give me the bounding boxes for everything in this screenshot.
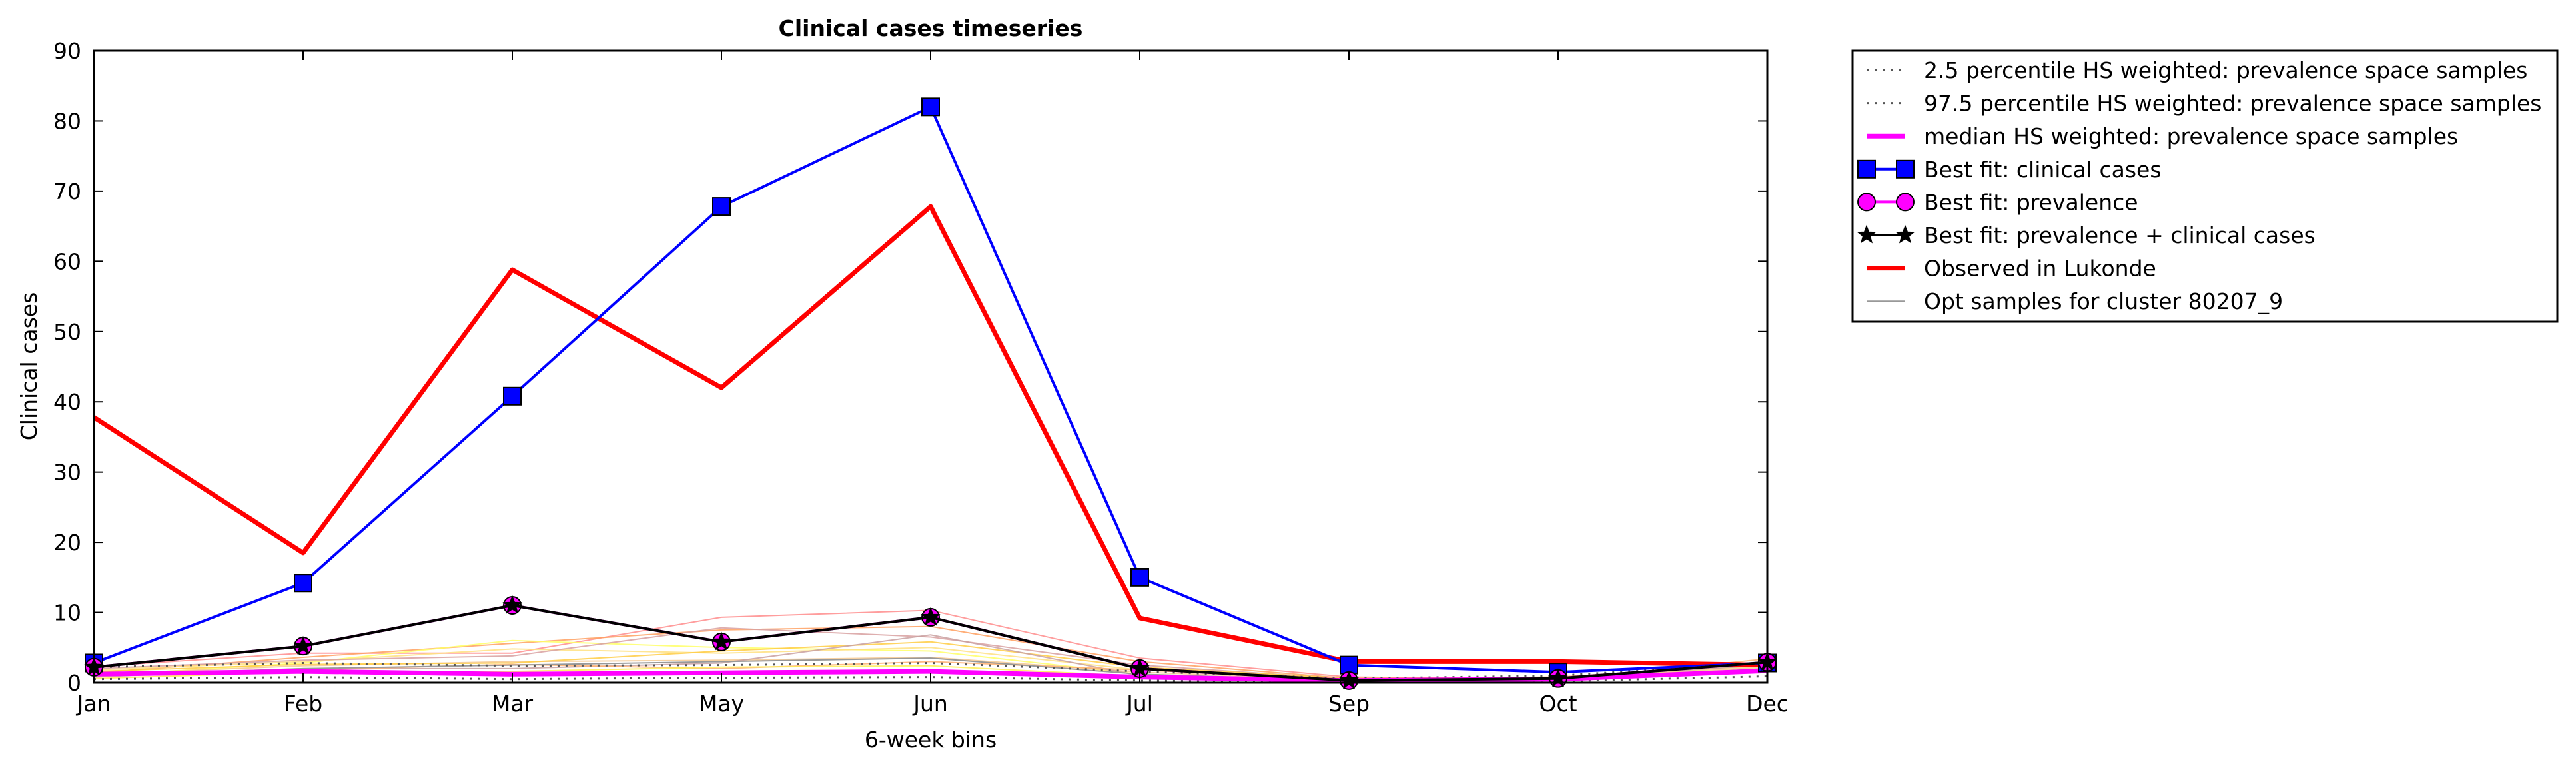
x-tick-label: Sep <box>1328 691 1370 717</box>
legend-entry-median-hs-weighted-prevalence-space-samples: median HS weighted: prevalence space sam… <box>1867 123 2458 149</box>
y-tick-label: 20 <box>53 530 81 556</box>
y-tick-label: 0 <box>67 670 81 696</box>
legend-label: Best fit: prevalence + clinical cases <box>1924 222 2316 248</box>
y-tick-label: 80 <box>53 108 81 134</box>
y-tick-label: 70 <box>53 179 81 204</box>
legend-entry-best-fit-clinical-cases: Best fit: clinical cases <box>1857 157 2162 183</box>
y-tick-label: 10 <box>53 600 81 626</box>
legend-marker-left <box>1857 224 1877 244</box>
legend-label: Best fit: clinical cases <box>1924 157 2162 183</box>
legend-marker-left <box>1857 193 1876 212</box>
data-point-square-5 <box>921 97 940 117</box>
data-point-square-2 <box>294 574 312 593</box>
legend-label: 97.5 percentile HS weighted: prevalence … <box>1924 91 2542 117</box>
legend-entry-best-fit-prevalence: Best fit: prevalence <box>1857 189 2138 215</box>
y-tick-label: 60 <box>53 248 81 274</box>
legend-marker-right <box>1895 224 1915 244</box>
data-point-star-3 <box>502 595 522 614</box>
data-point-star-4 <box>711 631 731 651</box>
data-point-star-2 <box>293 635 313 655</box>
x-tick-label: May <box>699 691 744 717</box>
data-point-square-6 <box>1130 568 1149 587</box>
data-point-star-5 <box>921 607 941 626</box>
legend-marker-left <box>1857 159 1876 179</box>
legend-entry-97-5-percentile-hs-weighted-prevalence-space-samples: 97.5 percentile HS weighted: prevalence … <box>1867 91 2542 117</box>
x-axis-label: 6-week bins <box>865 727 997 753</box>
x-tick-label: Jun <box>912 691 948 717</box>
legend-marker-right <box>1896 193 1915 212</box>
y-tick-label: 90 <box>53 38 81 64</box>
data-point-square-4 <box>712 197 731 216</box>
legend-label: Observed in Lukonde <box>1924 256 2156 282</box>
y-tick-label: 30 <box>53 460 81 486</box>
legend-entry-best-fit-prevalence-clinical-cases: Best fit: prevalence + clinical cases <box>1857 222 2316 248</box>
series-observed-in-lukonde <box>93 204 1768 668</box>
x-tick-label: Jul <box>1125 691 1153 717</box>
x-tick-label: Feb <box>284 691 322 717</box>
legend-label: Best fit: prevalence <box>1924 189 2138 215</box>
chart-title: Clinical cases timeseries <box>779 15 1083 41</box>
data-point-square-3 <box>503 386 522 406</box>
legend-entry-observed-in-lukonde: Observed in Lukonde <box>1867 256 2156 282</box>
legend: 2.5 percentile HS weighted: prevalence s… <box>1851 49 2559 323</box>
x-tick-label: Mar <box>492 691 534 717</box>
y-tick-label: 50 <box>53 319 81 345</box>
axis-ticks: Jan Feb Mar May Jun Jul Sep Oct Dec 0 10 20 30 40 50 60… <box>53 38 1789 717</box>
data-point-star-6 <box>1130 658 1150 677</box>
x-tick-label: Oct <box>1539 691 1577 717</box>
legend-marker-right <box>1896 159 1915 179</box>
legend-entry-2-5-percentile-hs-weighted-prevalence-space-samples: 2.5 percentile HS weighted: prevalence s… <box>1867 57 2528 83</box>
series-line-observed-in-lukonde <box>93 204 1768 668</box>
legend-entry-opt-samples-for-cluster-80207-9: Opt samples for cluster 80207_9 <box>1867 288 2283 314</box>
y-axis-label: Clinical cases <box>16 292 42 441</box>
legend-label: 2.5 percentile HS weighted: prevalence s… <box>1924 57 2528 83</box>
plot-content <box>84 97 1777 690</box>
legend-label: Opt samples for cluster 80207_9 <box>1924 288 2283 314</box>
legend-frame <box>1851 49 2559 323</box>
legend-label: median HS weighted: prevalence space sam… <box>1924 123 2458 149</box>
y-tick-label: 40 <box>53 389 81 415</box>
x-tick-label: Dec <box>1746 691 1789 717</box>
x-tick-label: Jan <box>76 691 111 717</box>
